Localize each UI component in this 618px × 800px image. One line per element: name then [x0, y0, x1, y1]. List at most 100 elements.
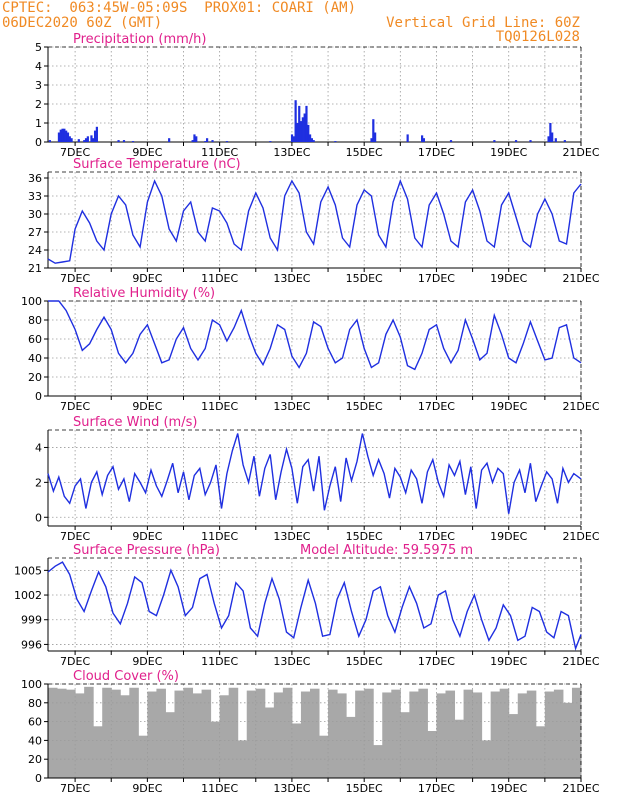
precip-bar	[117, 140, 120, 142]
x-tick-label: 13DEC	[273, 655, 310, 668]
precip-bar	[549, 123, 552, 142]
precip-bar	[122, 140, 126, 142]
cloud-bar	[57, 688, 67, 778]
y-tick-label: 999	[21, 614, 42, 627]
y-tick-label: 40	[28, 734, 42, 747]
header-model-id: TQ0126L028	[495, 29, 580, 45]
precip-bar	[204, 141, 207, 142]
cloud-bar	[192, 693, 203, 778]
x-tick-label: 11DEC	[201, 530, 238, 543]
cloud-bar	[165, 712, 175, 778]
cloud-bar	[328, 689, 338, 778]
y-tick-label: 5	[35, 41, 42, 54]
precip-bar	[307, 124, 310, 142]
cloud-bar	[147, 691, 157, 778]
x-tick-label: 15DEC	[346, 655, 383, 668]
y-tick-label: 0	[35, 136, 42, 149]
precip-bar	[310, 138, 313, 142]
x-tick-label: 21DEC	[562, 146, 599, 159]
precip-bar	[48, 140, 52, 142]
cloud-bar	[445, 690, 456, 778]
header-run-date: 06DEC2020 60Z (GMT)	[2, 15, 163, 31]
y-tick-label: 4	[35, 60, 42, 73]
cloud-bar	[391, 689, 401, 778]
x-tick-label: 17DEC	[418, 782, 455, 795]
x-tick-label: 15DEC	[346, 400, 383, 413]
precip-bar	[493, 140, 496, 142]
cloud-bar	[337, 693, 347, 778]
precip-bar	[312, 140, 315, 142]
cloud-bar	[255, 688, 266, 778]
x-tick-label: 21DEC	[562, 272, 599, 285]
x-tick-label: 7DEC	[60, 530, 90, 543]
precip-bar	[59, 129, 62, 142]
precip-bar	[86, 136, 89, 142]
cloud-bar	[319, 735, 329, 778]
x-tick-label: 9DEC	[132, 655, 162, 668]
chart-title: Relative Humidity (%)	[73, 286, 215, 301]
y-tick-label: 36	[28, 172, 42, 185]
precip-bar	[65, 130, 68, 142]
cloud-bar	[418, 688, 428, 778]
y-tick-label: 0	[35, 511, 42, 524]
cloud-bar	[526, 690, 537, 778]
cloud-bar	[400, 712, 410, 778]
y-tick-label: 30	[28, 208, 42, 221]
x-tick-label: 13DEC	[273, 400, 310, 413]
precip-bar	[298, 105, 301, 142]
x-tick-label: 17DEC	[418, 400, 455, 413]
chart-header: CPTEC: 063:45W-05:09S PROX01: COARI (AM)…	[0, 0, 618, 48]
x-tick-label: 15DEC	[346, 530, 383, 543]
cloud-bar	[300, 691, 311, 778]
precip-bar	[92, 138, 95, 142]
y-tick-label: 1002	[14, 589, 42, 602]
precip-bar	[83, 140, 86, 142]
cloud-bar	[66, 689, 76, 778]
x-tick-label: 11DEC	[201, 782, 238, 795]
cloud-bar	[228, 687, 239, 778]
cloud-bar	[138, 735, 148, 778]
x-tick-label: 19DEC	[490, 400, 527, 413]
x-tick-label: 11DEC	[201, 400, 238, 413]
precip-bar	[301, 117, 304, 142]
y-tick-label: 80	[28, 697, 42, 710]
x-tick-label: 7DEC	[60, 146, 90, 159]
y-tick-label: 1005	[14, 564, 42, 577]
cloud-bar	[291, 723, 302, 778]
cloud-bar	[346, 716, 356, 778]
y-tick-label: 4	[35, 441, 42, 454]
precip-bar	[68, 136, 71, 142]
cloud-bar	[409, 691, 419, 778]
precip-bar	[514, 140, 518, 142]
x-tick-label: 21DEC	[562, 782, 599, 795]
precip-bar	[191, 140, 194, 142]
x-tick-label: 11DEC	[201, 146, 238, 159]
chart-title: Surface Pressure (hPa)	[73, 543, 220, 558]
x-tick-label: 21DEC	[562, 400, 599, 413]
y-tick-label: 0	[35, 772, 42, 785]
pressure-series-line	[47, 561, 582, 651]
cloud-bar	[517, 693, 528, 778]
cloud-bar	[463, 689, 474, 778]
x-tick-label: 19DEC	[490, 782, 527, 795]
header-station: CPTEC: 063:45W-05:09S PROX01: COARI (AM)	[2, 0, 357, 16]
cloud-bar	[436, 693, 446, 778]
x-tick-label: 13DEC	[273, 530, 310, 543]
cloud-bar	[219, 695, 230, 778]
precip-bar	[422, 138, 426, 142]
cloud-bar	[156, 688, 166, 778]
cloud-bar	[562, 702, 573, 778]
precip-bar	[406, 134, 409, 142]
cloud-bar	[120, 695, 130, 778]
x-tick-label: 9DEC	[132, 146, 162, 159]
precip-bar	[372, 119, 375, 142]
x-tick-label: 21DEC	[562, 530, 599, 543]
cloud-bar	[571, 687, 582, 778]
cloud-bar	[264, 707, 275, 778]
precip-bar	[551, 132, 554, 142]
precip-bar	[90, 135, 93, 142]
x-tick-label: 17DEC	[418, 272, 455, 285]
cloud-panel: 0 20 40 60 80 100 7DEC 9DEC 11DEC 13DEC 15DEC 17DEC…	[21, 669, 600, 795]
precip-bar	[305, 105, 308, 142]
